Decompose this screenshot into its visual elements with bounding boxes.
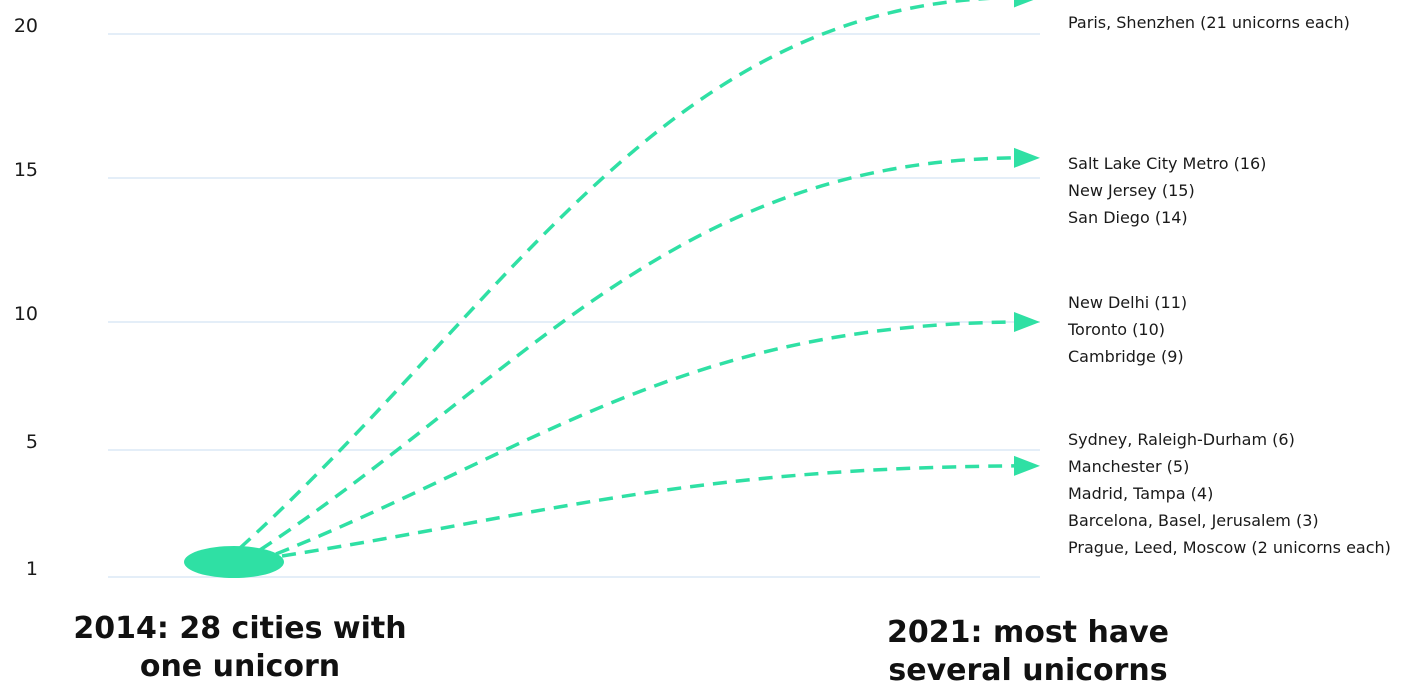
start-ellipse bbox=[184, 546, 284, 578]
growth-arrow bbox=[238, 0, 993, 550]
growth-arrow bbox=[281, 464, 1019, 558]
end-caption: several unicorns bbox=[888, 653, 1167, 681]
y-tick-label: 1 bbox=[26, 558, 38, 580]
destination-label: Sydney, Raleigh-Durham (6) bbox=[1068, 430, 1295, 449]
start-caption: 2014: 28 cities with bbox=[73, 611, 406, 646]
destination-label: Cambridge (9) bbox=[1068, 347, 1184, 366]
destination-label: Salt Lake City Metro (16) bbox=[1068, 154, 1266, 173]
destination-label: Prague, Leed, Moscow (2 unicorns each) bbox=[1068, 538, 1391, 557]
y-tick-label: 15 bbox=[14, 159, 38, 181]
arrow-head bbox=[1014, 455, 1040, 476]
destination-label: Toronto (10) bbox=[1067, 320, 1165, 339]
destination-label: Barcelona, Basel, Jerusalem (3) bbox=[1068, 511, 1319, 530]
y-tick-label: 5 bbox=[26, 431, 38, 453]
arrow-head bbox=[1014, 0, 1034, 8]
arrow-head bbox=[1014, 147, 1040, 168]
y-tick-label: 20 bbox=[14, 15, 38, 37]
destination-label: New Delhi (11) bbox=[1068, 293, 1187, 312]
destination-label: Manchester (5) bbox=[1068, 457, 1189, 476]
arrow-head bbox=[1014, 312, 1040, 332]
destination-label: Paris, Shenzhen (21 unicorns each) bbox=[1068, 13, 1350, 32]
destination-label: New Jersey (15) bbox=[1068, 181, 1195, 200]
start-caption: one unicorn bbox=[140, 649, 340, 681]
destination-label: San Diego (14) bbox=[1068, 208, 1188, 227]
end-caption: 2021: most have bbox=[887, 615, 1169, 650]
y-tick-label: 10 bbox=[14, 303, 38, 325]
destination-label: Madrid, Tampa (4) bbox=[1068, 484, 1213, 503]
growth-arrow bbox=[259, 156, 1019, 552]
growth-arrow bbox=[275, 320, 1019, 556]
